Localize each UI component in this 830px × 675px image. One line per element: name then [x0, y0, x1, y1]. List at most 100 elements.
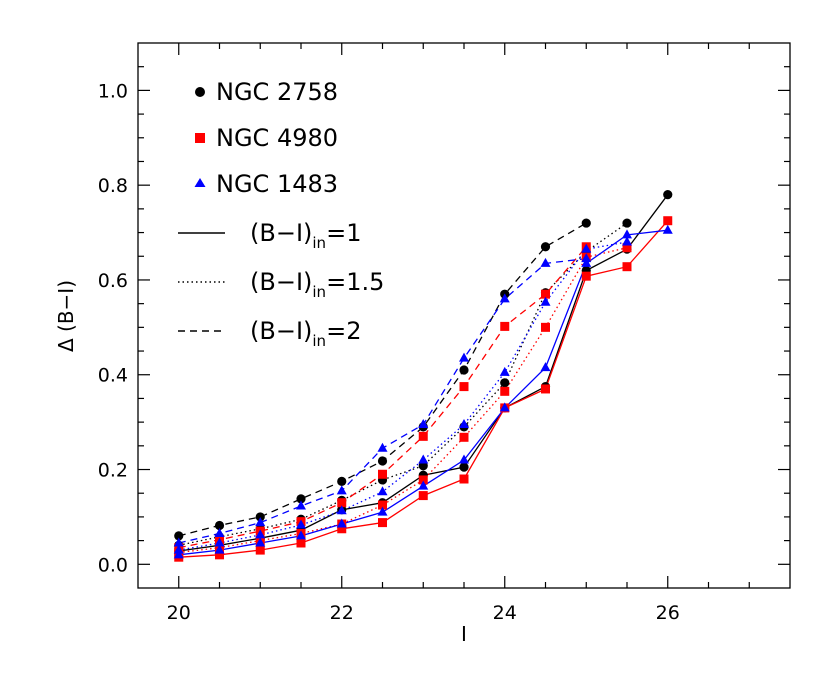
data-point-ngc1483-in1 — [418, 480, 429, 490]
x-tick-label: 22 — [330, 602, 354, 624]
legend-item-in2: (B−I)in=2 — [178, 317, 361, 350]
legend-label-in1: (B−I)in=1 — [250, 219, 361, 252]
series-line-ngc2758-in15 — [178, 222, 628, 546]
data-point-ngc1483-in2 — [214, 528, 225, 537]
legend-label-ngc1483: NGC 1483 — [216, 170, 338, 198]
data-point-ngc1483-in15 — [173, 544, 184, 554]
legend-marker-ngc1483 — [194, 178, 206, 187]
data-point-ngc1483-in15 — [459, 419, 469, 428]
data-point-ngc4980-in1 — [296, 538, 306, 548]
legend-item-in1: (B−I)in=1 — [178, 219, 361, 252]
data-point-ngc2758-in2 — [459, 365, 469, 375]
legend-label-in15: (B−I)in=1.5 — [250, 268, 384, 301]
data-point-ngc1483-in1 — [214, 544, 225, 554]
data-point-ngc2758-in15 — [622, 218, 632, 228]
data-point-ngc1483-in1 — [336, 518, 347, 528]
data-point-ngc4980-in1 — [541, 384, 550, 394]
data-point-ngc4980-in2 — [378, 469, 387, 479]
data-point-ngc1483-in1 — [173, 549, 184, 559]
data-point-ngc2758-in1 — [459, 462, 469, 472]
data-point-ngc2758-in2 — [337, 476, 347, 486]
y-tick-label: 0.6 — [98, 270, 128, 292]
legend-label-ngc4980: NGC 4980 — [216, 124, 338, 152]
data-point-ngc2758-in2 — [174, 531, 184, 541]
data-point-ngc4980-in1 — [337, 524, 347, 534]
data-point-ngc1483-in2 — [581, 253, 592, 263]
legend-item-ngc4980: NGC 4980 — [195, 124, 338, 152]
data-point-ngc1483-in2 — [540, 257, 551, 267]
data-point-ngc2758-in2 — [255, 512, 265, 522]
legend-label-in2: (B−I)in=2 — [250, 317, 361, 350]
data-point-ngc2758-in2 — [581, 218, 591, 228]
y-tick-label: 0.0 — [98, 554, 128, 576]
data-point-ngc1483-in1 — [540, 362, 551, 372]
data-point-ngc1483-in15 — [336, 505, 347, 515]
legend: NGC 2758 NGC 4980 NGC 1483 (B−I)in=1 (B−… — [178, 78, 384, 350]
data-point-ngc4980-in2 — [500, 321, 510, 331]
legend-label-ngc2758: NGC 2758 — [216, 78, 338, 106]
legend-item-ngc2758: NGC 2758 — [195, 78, 338, 106]
data-point-ngc4980-in2 — [337, 498, 347, 508]
axis-ticks — [138, 43, 790, 588]
y-tick-label: 1.0 — [98, 80, 128, 102]
legend-marker-ngc2758 — [195, 87, 205, 97]
data-point-ngc4980-in1 — [459, 474, 469, 484]
data-point-ngc2758-in2 — [214, 520, 225, 531]
legend-item-in15: (B−I)in=1.5 — [178, 268, 384, 301]
data-point-ngc1483-in2 — [499, 293, 510, 303]
data-point-ngc4980-in1 — [215, 550, 224, 560]
data-point-ngc1483-in1 — [622, 229, 632, 239]
data-point-ngc1483-in2 — [377, 442, 388, 452]
y-tick-label: 0.2 — [98, 460, 128, 482]
data-point-ngc2758-in2 — [296, 494, 306, 504]
data-point-ngc1483-in15 — [377, 486, 388, 496]
data-point-ngc4980-in1 — [581, 271, 591, 281]
data-point-ngc4980-in15 — [459, 432, 469, 442]
data-point-ngc1483-in15 — [214, 537, 225, 547]
legend-item-ngc1483: NGC 1483 — [194, 170, 338, 198]
data-point-ngc1483-in1 — [296, 530, 306, 540]
data-point-ngc1483-in15 — [499, 366, 510, 376]
data-point-ngc1483-in2 — [255, 517, 266, 527]
data-point-ngc1483-in15 — [540, 296, 551, 306]
legend-marker-ngc4980 — [195, 133, 205, 143]
data-point-ngc1483-in1 — [459, 454, 469, 464]
data-point-ngc4980-in1 — [418, 491, 428, 501]
data-point-ngc4980-in15 — [622, 243, 632, 253]
data-point-ngc1483-in2 — [336, 485, 347, 495]
data-point-ngc1483-in1 — [662, 224, 673, 234]
data-point-ngc1483-in15 — [581, 243, 592, 253]
data-point-ngc2758-in2 — [540, 242, 551, 252]
data-point-ngc4980-in15 — [541, 322, 550, 332]
data-point-ngc2758-in15 — [500, 378, 510, 388]
data-point-ngc4980-in1 — [663, 216, 673, 226]
data-point-ngc1483-in15 — [255, 529, 266, 539]
x-tick-label: 24 — [493, 602, 517, 624]
data-point-ngc1483-in2 — [173, 537, 184, 547]
data-point-ngc4980-in15 — [500, 386, 510, 396]
data-point-ngc1483-in2 — [459, 352, 469, 362]
y-tick-label: 0.8 — [98, 175, 128, 197]
data-point-ngc4980-in1 — [255, 545, 265, 555]
data-point-ngc1483-in15 — [296, 519, 306, 529]
series-markers — [173, 190, 673, 562]
x-tick-label: 26 — [656, 602, 680, 624]
data-point-ngc4980-in15 — [378, 500, 387, 510]
axis-tick-labels: 20 22 24 26 0.0 0.2 0.4 0.6 0.8 1.0 — [98, 80, 680, 624]
data-point-ngc1483-in2 — [418, 419, 429, 428]
y-tick-label: 0.4 — [98, 365, 128, 387]
data-point-ngc1483-in1 — [581, 257, 592, 267]
data-point-ngc1483-in2 — [296, 500, 306, 510]
data-point-ngc2758-in1 — [663, 190, 673, 200]
data-point-ngc2758-in2 — [377, 456, 388, 466]
data-point-ngc4980-in2 — [418, 431, 428, 441]
data-point-ngc4980-in1 — [378, 518, 387, 528]
data-point-ngc1483-in15 — [622, 236, 632, 246]
y-axis-label: Δ (B−I) — [54, 280, 78, 352]
data-point-ngc1483-in1 — [255, 537, 266, 547]
x-tick-label: 20 — [167, 602, 191, 624]
series-line-ngc1483-in15 — [178, 241, 628, 551]
data-point-ngc1483-in15 — [418, 454, 429, 464]
data-point-ngc4980-in1 — [622, 262, 632, 272]
